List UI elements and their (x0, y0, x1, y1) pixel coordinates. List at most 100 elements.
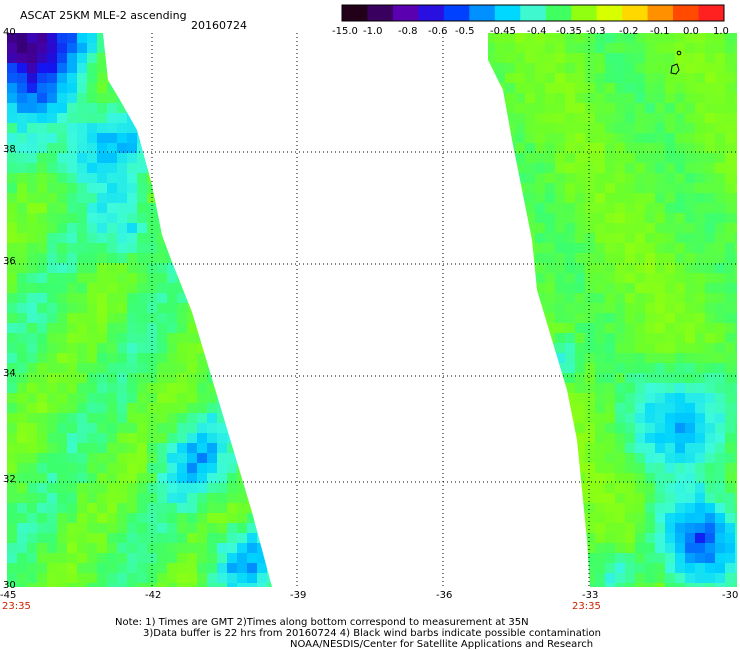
swath-pixel (655, 443, 665, 453)
swath-pixel (117, 133, 127, 143)
swath-pixel (137, 433, 147, 443)
swath-pixel (665, 263, 675, 273)
swath-pixel (167, 63, 177, 73)
swath-pixel (127, 343, 137, 353)
swath-pixel (505, 573, 515, 583)
swath-pixel (97, 113, 107, 123)
swath-pixel (545, 333, 555, 343)
swath-pixel (97, 313, 107, 323)
swath-pixel (595, 373, 605, 383)
swath-pixel (7, 93, 17, 103)
swath-pixel (705, 83, 715, 93)
swath-pixel (545, 123, 555, 133)
swath-pixel (7, 163, 17, 173)
swath-pixel (207, 133, 217, 143)
swath-pixel (217, 143, 227, 153)
swath-pixel (67, 263, 77, 273)
swath-pixel (17, 383, 27, 393)
swath-pixel (625, 63, 635, 73)
swath-pixel (77, 513, 87, 523)
swath-pixel (27, 343, 37, 353)
swath-pixel (277, 243, 287, 253)
swath-pixel (177, 473, 187, 483)
swath-pixel (157, 183, 167, 193)
swath-pixel (705, 363, 715, 373)
swath-pixel (267, 203, 272, 213)
swath-pixel (625, 463, 635, 473)
swath-pixel (277, 273, 287, 283)
swath-pixel (515, 333, 525, 343)
swath-pixel (267, 133, 272, 143)
swath-pixel (107, 263, 117, 273)
swath-pixel (705, 553, 715, 563)
swath-pixel (267, 393, 272, 403)
swath-pixel (545, 373, 555, 383)
swath-pixel (725, 563, 735, 573)
swath-pixel (725, 143, 735, 153)
pass-time-label: 23:35 (2, 601, 31, 612)
swath-pixel (97, 133, 107, 143)
swath-pixel (545, 413, 555, 423)
swath-pixel (17, 393, 27, 403)
swath-pixel (117, 153, 127, 163)
swath-pixel (117, 483, 127, 493)
swath-pixel (675, 443, 685, 453)
swath-pixel (488, 173, 495, 183)
swath-pixel (685, 293, 695, 303)
swath-pixel (555, 63, 565, 73)
swath-pixel (575, 183, 585, 193)
swath-pixel (197, 463, 207, 473)
swath-pixel (217, 123, 227, 133)
swath-pixel (37, 443, 47, 453)
swath-pixel (27, 63, 37, 73)
swath-pixel (545, 223, 555, 233)
swath-pixel (167, 513, 177, 523)
swath-pixel (665, 203, 675, 213)
swath-pixel (615, 533, 625, 543)
swath-pixel (257, 173, 267, 183)
swath-pixel (545, 143, 555, 153)
swath-pixel (197, 373, 207, 383)
swath-pixel (137, 503, 147, 513)
swath-pixel (675, 193, 685, 203)
swath-pixel (127, 183, 137, 193)
swath-pixel (227, 453, 237, 463)
swath-pixel (117, 533, 127, 543)
swath-pixel (267, 423, 272, 433)
swath-pixel (237, 213, 247, 223)
swath-pixel (685, 203, 695, 213)
swath-pixel (715, 493, 725, 503)
swath-pixel (7, 353, 17, 363)
swath-pixel (97, 293, 107, 303)
swath-pixel (715, 523, 725, 533)
swath-pixel (187, 43, 197, 53)
swath-pixel (97, 283, 107, 293)
swath-pixel (277, 113, 287, 123)
swath-pixel (695, 253, 705, 263)
swath-pixel (117, 83, 127, 93)
swath-pixel (27, 423, 37, 433)
swath-pixel (725, 503, 735, 513)
swath-pixel (595, 63, 605, 73)
swath-pixel (735, 323, 737, 333)
swath-pixel (127, 353, 137, 363)
swath-pixel (555, 163, 565, 173)
swath-pixel (615, 543, 625, 553)
swath-pixel (237, 483, 247, 493)
swath-pixel (685, 493, 695, 503)
swath-pixel (157, 423, 167, 433)
swath-pixel (525, 433, 535, 443)
swath-pixel (207, 373, 217, 383)
swath-pixel (177, 263, 187, 273)
swath-pixel (695, 213, 705, 223)
swath-pixel (705, 443, 715, 453)
swath-pixel (625, 453, 635, 463)
swath-pixel (595, 463, 605, 473)
swath-pixel (57, 523, 67, 533)
swath-pixel (247, 553, 257, 563)
swath-pixel (107, 153, 117, 163)
swath-pixel (107, 273, 117, 283)
swath-pixel (7, 283, 17, 293)
swath-pixel (585, 463, 595, 473)
swath-pixel (37, 353, 47, 363)
